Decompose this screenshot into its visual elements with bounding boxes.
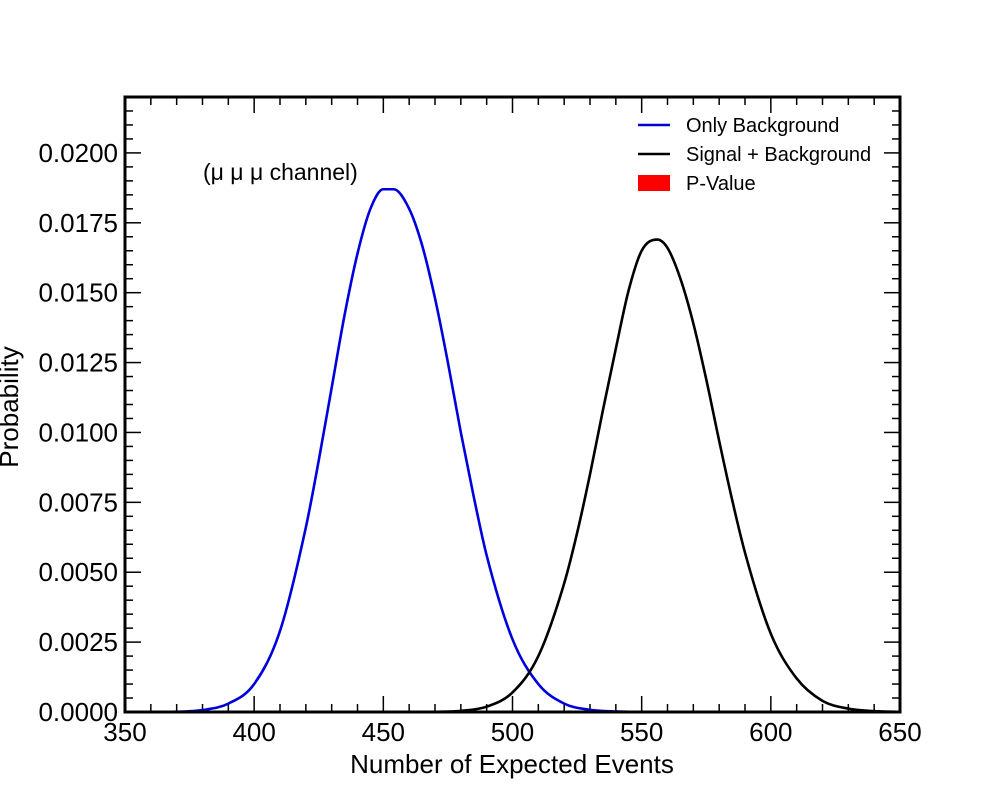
series-curves bbox=[124, 187, 901, 714]
x-axis-label: Number of Expected Events bbox=[350, 749, 674, 779]
y-tick-labels: 0.0000 0.0025 0.0050 0.0075 0.0100 0.0125 0.01… bbox=[38, 138, 118, 727]
y-tick-label: 0.0125 bbox=[38, 348, 118, 378]
legend-swatch bbox=[638, 175, 670, 191]
y-tick-label: 0.0050 bbox=[38, 557, 118, 587]
axis-ticks bbox=[124, 96, 901, 713]
x-tick-label: 400 bbox=[232, 717, 275, 747]
channel-annotation: (μ μ μ channel) bbox=[203, 159, 358, 185]
legend-label: Signal + Background bbox=[686, 144, 871, 166]
y-tick-label: 0.0150 bbox=[38, 278, 118, 308]
plot-frame bbox=[123, 95, 902, 714]
legend-label: P-Value bbox=[686, 173, 756, 195]
y-tick-label: 0.0175 bbox=[38, 208, 118, 238]
y-tick-label: 0.0200 bbox=[38, 138, 118, 168]
x-tick-label: 500 bbox=[491, 717, 534, 747]
x-tick-label: 650 bbox=[878, 717, 921, 747]
x-tick-label: 450 bbox=[362, 717, 405, 747]
y-tick-label: 0.0025 bbox=[38, 627, 118, 657]
y-tick-label: 0.0075 bbox=[38, 487, 118, 517]
legend-label: Only Background bbox=[686, 115, 839, 137]
x-tick-label: 350 bbox=[103, 717, 146, 747]
y-tick-label: 0.0100 bbox=[38, 417, 118, 447]
x-tick-label: 600 bbox=[749, 717, 792, 747]
y-axis-label: Probability bbox=[0, 346, 24, 467]
x-tick-label: 550 bbox=[620, 717, 663, 747]
y-tick-label: 0.0000 bbox=[38, 697, 118, 727]
x-tick-labels: 350 400 450 500 550 600 650 bbox=[103, 717, 921, 747]
series-line-0 bbox=[124, 187, 900, 714]
legend: Only Background Signal + Background P-Valu… bbox=[638, 115, 871, 195]
